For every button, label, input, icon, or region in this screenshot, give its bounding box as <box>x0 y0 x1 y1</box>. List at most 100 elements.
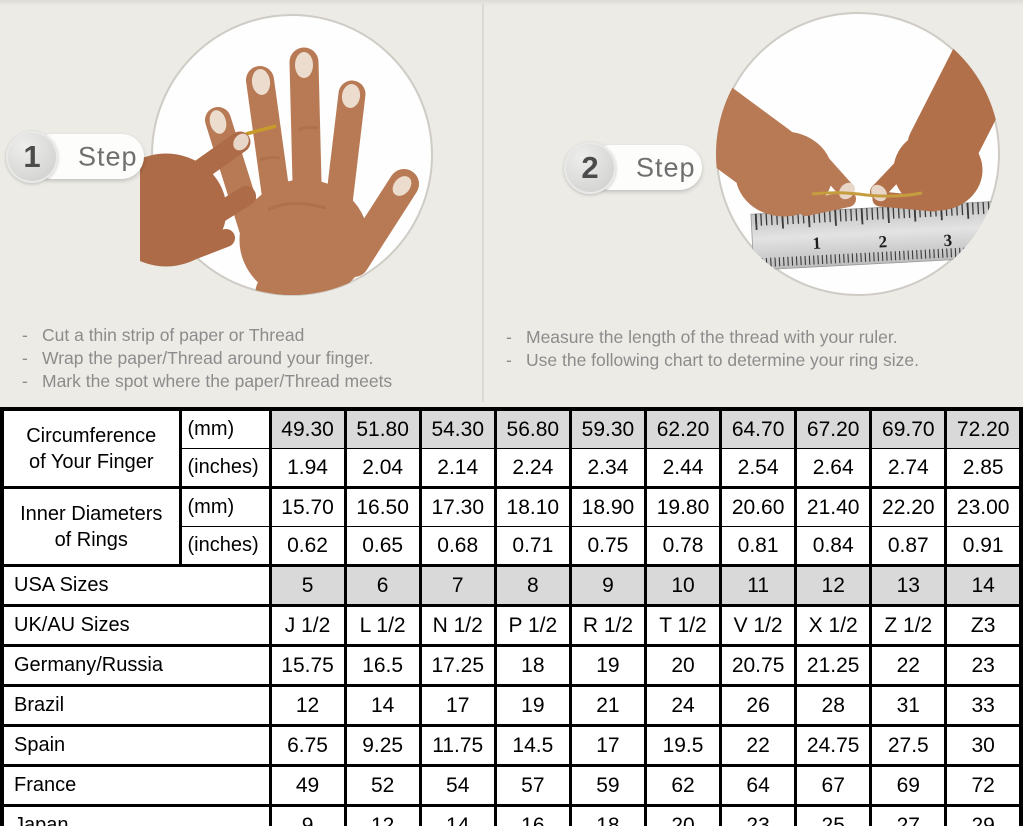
size-value-cell: 54.30 <box>418 407 497 449</box>
size-value-cell: 20.75 <box>719 644 798 687</box>
size-system-label: UK/AU Sizes <box>0 604 272 647</box>
ring-size-conversion-table: Circumference of Your Finger (mm) 49.30 51.8… <box>0 407 1023 826</box>
table-row: USA Sizes 5 6 7 8 9 10 11 12 13 14 <box>0 564 1023 607</box>
ruler-numbers: 1 2 3 <box>812 231 953 253</box>
bullet-dash: - <box>506 350 512 370</box>
size-value-cell: 57 <box>493 764 572 807</box>
size-value-cell: 25 <box>794 804 873 826</box>
svg-text:1: 1 <box>812 234 821 253</box>
row-group-label: Inner Diameters of Rings <box>0 486 182 567</box>
size-value-cell: 69 <box>869 764 948 807</box>
size-value-cell: L 1/2 <box>343 604 422 647</box>
table-row: UK/AU Sizes J 1/2 L 1/2 N 1/2 P 1/2 R 1/2 T 1/… <box>0 604 1023 647</box>
size-value-cell: 16.5 <box>343 644 422 687</box>
bullet-dash: - <box>22 371 28 391</box>
unit-label: (mm) <box>178 407 272 449</box>
size-value-cell: 2.04 <box>343 448 422 489</box>
size-value-cell: 12 <box>794 564 873 607</box>
size-value-cell: 20 <box>643 644 723 687</box>
size-value-cell: 18 <box>568 804 647 826</box>
size-value-cell: 21.40 <box>794 486 873 527</box>
size-value-cell: 14 <box>343 684 422 727</box>
size-value-cell: 56.80 <box>493 407 572 449</box>
size-value-cell: 62.20 <box>643 407 723 449</box>
size-value-cell: 19.80 <box>643 486 723 527</box>
size-value-cell: 14 <box>944 564 1023 607</box>
size-value-cell: 2.54 <box>719 448 798 489</box>
size-value-cell: 18.90 <box>568 486 647 527</box>
size-value-cell: 24 <box>643 684 723 727</box>
ring-size-table-body: Circumference of Your Finger (mm) 49.30 51.8… <box>0 407 1023 826</box>
instruction-text: Wrap the paper/Thread around your finger… <box>42 348 374 368</box>
table-row: Inner Diameters of Rings (mm) 15.70 16.50 17.… <box>0 486 1023 567</box>
instruction-text: Use the following chart to determine you… <box>526 350 919 370</box>
size-value-cell: 19.5 <box>643 724 723 767</box>
step-number-circle: 2 <box>564 142 616 194</box>
size-value-cell: 14.5 <box>493 724 572 767</box>
size-value-cell: 23.00 <box>944 486 1023 527</box>
size-system-label: France <box>0 764 272 807</box>
svg-text:3: 3 <box>943 231 952 250</box>
table-row: France 49 52 54 57 59 62 64 67 69 72 <box>0 764 1023 807</box>
size-system-label: Spain <box>0 724 272 767</box>
step-number: 1 <box>23 139 41 174</box>
size-value-cell: 19 <box>568 644 647 687</box>
size-value-cell: R 1/2 <box>568 604 647 647</box>
size-value-cell: 15.70 <box>268 486 347 527</box>
row-group-label: Circumference of Your Finger <box>0 407 182 489</box>
step2-ruler-photo: 1 2 3 <box>716 12 1000 296</box>
size-value-cell: 17 <box>418 684 497 727</box>
size-value-cell: 67.20 <box>794 407 873 449</box>
unit-label: (mm) <box>178 486 272 527</box>
gold-thread <box>245 124 277 136</box>
size-value-cell: 72.20 <box>944 407 1023 449</box>
unit-label: (inches) <box>178 448 272 489</box>
size-value-cell: 59.30 <box>568 407 647 449</box>
size-value-cell: 49 <box>268 764 347 807</box>
size-value-cell: 2.14 <box>418 448 497 489</box>
size-value-cell: 0.68 <box>418 526 497 567</box>
size-value-cell: 0.65 <box>343 526 422 567</box>
step1-badge: 1 Step <box>6 131 156 183</box>
size-value-cell: 9 <box>568 564 647 607</box>
size-value-cell: 0.81 <box>719 526 798 567</box>
instruction-line: - Mark the spot where the paper/Thread m… <box>22 370 482 393</box>
size-value-cell: 21 <box>568 684 647 727</box>
size-value-cell: 2.34 <box>568 448 647 489</box>
size-value-cell: 9 <box>268 804 347 826</box>
size-value-cell: 59 <box>568 764 647 807</box>
step1-instructions: - Cut a thin strip of paper or Thread - … <box>22 324 482 393</box>
step1-hand-photo <box>140 14 433 296</box>
size-value-cell: 69.70 <box>869 407 948 449</box>
size-system-label: Germany/Russia <box>0 644 272 687</box>
size-value-cell: 2.85 <box>944 448 1023 489</box>
size-value-cell: X 1/2 <box>794 604 873 647</box>
step-label: Step <box>636 152 696 183</box>
size-value-cell: 17 <box>568 724 647 767</box>
instruction-line: - Wrap the paper/Thread around your fing… <box>22 347 482 370</box>
instruction-line: - Measure the length of the thread with … <box>506 326 1016 349</box>
unit-label: (inches) <box>178 526 272 567</box>
size-value-cell: 6 <box>343 564 422 607</box>
size-value-cell: 26 <box>719 684 798 727</box>
size-value-cell: 52 <box>343 764 422 807</box>
size-value-cell: 12 <box>268 684 347 727</box>
step-number-circle: 1 <box>6 131 58 183</box>
size-value-cell: 22 <box>869 644 948 687</box>
size-value-cell: 24.75 <box>794 724 873 767</box>
size-value-cell: 16 <box>493 804 572 826</box>
ruler: 1 2 3 <box>750 200 1000 271</box>
size-value-cell: 16.50 <box>343 486 422 527</box>
step2-instructions: - Measure the length of the thread with … <box>506 326 1016 372</box>
table-row: (inches) 1.94 2.04 2.14 2.24 2.34 2.44 2.54 2.64… <box>2 448 1023 489</box>
instruction-line: - Use the following chart to determine y… <box>506 349 1016 372</box>
size-value-cell: 54 <box>418 764 497 807</box>
size-value-cell: 13 <box>869 564 948 607</box>
instructions-section: 1 2 3 <box>0 0 1023 407</box>
step-label: Step <box>78 141 138 172</box>
size-value-cell: 19 <box>493 684 572 727</box>
size-value-cell: 17.30 <box>418 486 497 527</box>
table-row: Circumference of Your Finger (mm) 49.30 51.8… <box>0 407 1023 489</box>
size-value-cell: 67 <box>794 764 873 807</box>
size-value-cell: Z3 <box>944 604 1023 647</box>
